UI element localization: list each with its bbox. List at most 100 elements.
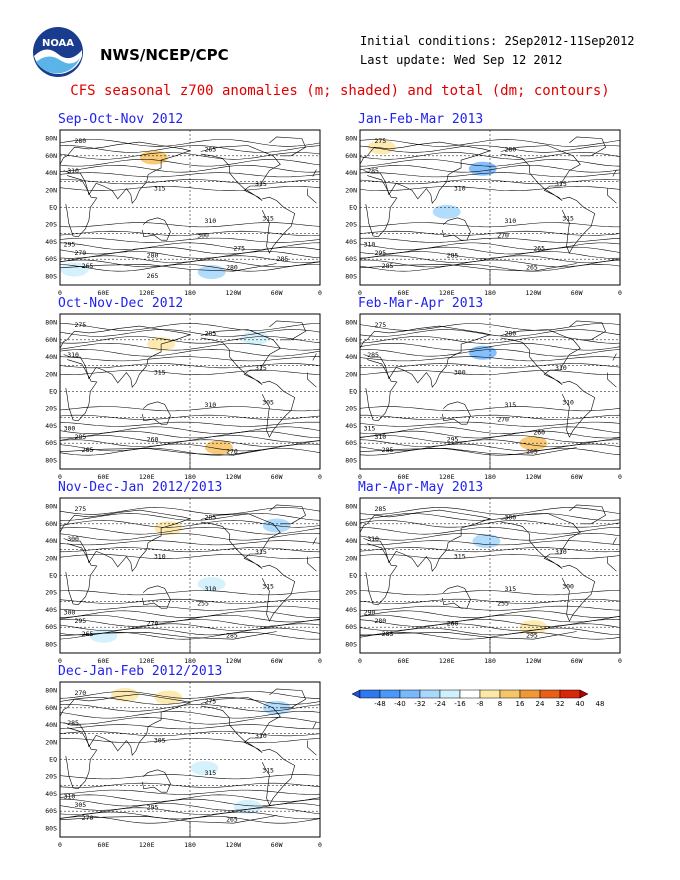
- contour-label: 270: [147, 619, 159, 627]
- anomaly-shading: [89, 628, 118, 643]
- panel-son-2012: Sep-Oct-Nov 2012 280 265 310 315 315 310 315 29…: [45, 112, 348, 297]
- anomaly-shading: [111, 259, 139, 274]
- coastline: [200, 513, 281, 569]
- contour-line: [59, 605, 321, 611]
- lat-tick-label: 80S: [45, 640, 57, 648]
- colorbar-label: 40: [576, 700, 585, 708]
- lat-tick-label: 20N: [45, 554, 57, 562]
- contour-label: 310: [67, 167, 79, 175]
- contour-label: 315: [364, 424, 376, 432]
- lat-tick-label: 40S: [45, 238, 57, 246]
- contour-label: 285: [204, 330, 216, 338]
- contour-line: [359, 614, 621, 623]
- colorbar-swatch: [479, 689, 501, 699]
- anomaly-shading: [233, 799, 262, 814]
- contour-label: 255: [497, 600, 509, 608]
- lon-tick-label: 180: [184, 841, 196, 849]
- lon-tick-label: 120E: [439, 473, 455, 481]
- lat-tick-label: 80N: [345, 319, 357, 327]
- anomaly-colorbar: -48 -40 -32 -24 -16 -8 8 16 24 32 40 48: [352, 689, 604, 708]
- contour-label: 300: [454, 368, 466, 376]
- contour-label: 295: [74, 617, 86, 625]
- colorbar-label: -16: [454, 700, 466, 708]
- main-title: CFS seasonal z700 anomalies (m; shaded) …: [70, 83, 610, 99]
- contour-label: 285: [367, 351, 379, 359]
- lat-tick-label: EQ: [49, 572, 57, 580]
- lon-tick-label: 0: [58, 841, 62, 849]
- contour-label: 265: [82, 630, 94, 638]
- coastline: [561, 564, 596, 622]
- contour-label: 270: [74, 689, 86, 697]
- coastline: [65, 175, 317, 238]
- lon-tick-label: 60W: [571, 473, 583, 481]
- lon-tick-label: 0: [618, 473, 622, 481]
- panel-title: Oct-Nov-Dec 2012: [58, 296, 184, 311]
- lon-tick-label: 0: [358, 473, 362, 481]
- coastline: [59, 509, 317, 572]
- anomaly-shading: [154, 690, 183, 705]
- lat-tick-label: 40S: [345, 422, 357, 430]
- lat-tick-label: 60S: [45, 255, 57, 263]
- anomaly-shading: [367, 140, 396, 155]
- contour-label: 270: [497, 232, 509, 240]
- lon-tick-label: 120W: [526, 289, 542, 297]
- lon-tick-label: 120W: [226, 841, 242, 849]
- colorbar-label: -32: [414, 700, 425, 708]
- lon-tick-label: 180: [484, 657, 496, 665]
- lon-tick-label: 60E: [397, 473, 409, 481]
- lon-tick-label: 60W: [271, 289, 283, 297]
- contour-label: 295: [64, 240, 76, 248]
- coastline: [142, 401, 171, 425]
- contour-line: [59, 704, 321, 712]
- coastline: [200, 329, 281, 385]
- contour-label: 305: [154, 736, 166, 744]
- lat-tick-label: 40N: [345, 537, 357, 545]
- contour-label: 300: [197, 232, 209, 240]
- contour-label: 285: [382, 262, 394, 270]
- colorbar-swatch: [419, 689, 441, 699]
- panel-jfm-2013: Jan-Feb-Mar 2013 275 280 285 310 315 310 315 31…: [345, 112, 648, 297]
- panel-title: Jan-Feb-Mar 2013: [358, 112, 484, 127]
- contour-label: 300: [67, 535, 79, 543]
- contour-label: 310: [562, 398, 574, 406]
- lon-tick-label: 120W: [226, 473, 242, 481]
- contour-line: [59, 697, 321, 705]
- contour-line: [59, 513, 321, 521]
- organization-name: NWS/NCEP/CPC: [100, 46, 229, 64]
- contour-label: 280: [226, 264, 238, 272]
- lat-tick-label: 40N: [345, 353, 357, 361]
- contour-label: 280: [504, 330, 516, 338]
- contour-label: 265: [204, 146, 216, 154]
- colorbar-label: 8: [498, 700, 502, 708]
- coastline: [442, 585, 471, 609]
- coastline: [261, 196, 296, 254]
- contour-label: 310: [367, 535, 379, 543]
- lat-tick-label: 60S: [345, 439, 357, 447]
- coastline: [65, 727, 317, 790]
- lon-tick-label: 120W: [226, 657, 242, 665]
- colorbar-label: -24: [434, 700, 446, 708]
- contour-label: 310: [454, 184, 466, 192]
- contour-label: 315: [255, 180, 267, 188]
- contour-label: 315: [562, 214, 574, 222]
- contour-label: 265: [526, 448, 538, 456]
- contour-label: 315: [504, 585, 516, 593]
- lat-tick-label: 20N: [345, 554, 357, 562]
- lat-tick-label: 40S: [45, 790, 57, 798]
- anomaly-shading: [204, 440, 233, 455]
- lat-tick-label: 40S: [345, 606, 357, 614]
- contour-label: 280: [374, 617, 386, 625]
- contour-label: 285: [374, 505, 386, 513]
- contour-label: 315: [262, 582, 274, 590]
- contour-line: [59, 527, 321, 535]
- colorbar-label: -8: [477, 700, 484, 708]
- lat-tick-label: 40S: [45, 606, 57, 614]
- contour-label: 315: [555, 180, 567, 188]
- anomaly-shading: [277, 423, 306, 438]
- coastline: [200, 145, 281, 201]
- contour-line: [59, 251, 321, 259]
- contour-label: 300: [504, 514, 516, 522]
- lat-tick-label: 40S: [45, 422, 57, 430]
- coastline: [359, 509, 617, 572]
